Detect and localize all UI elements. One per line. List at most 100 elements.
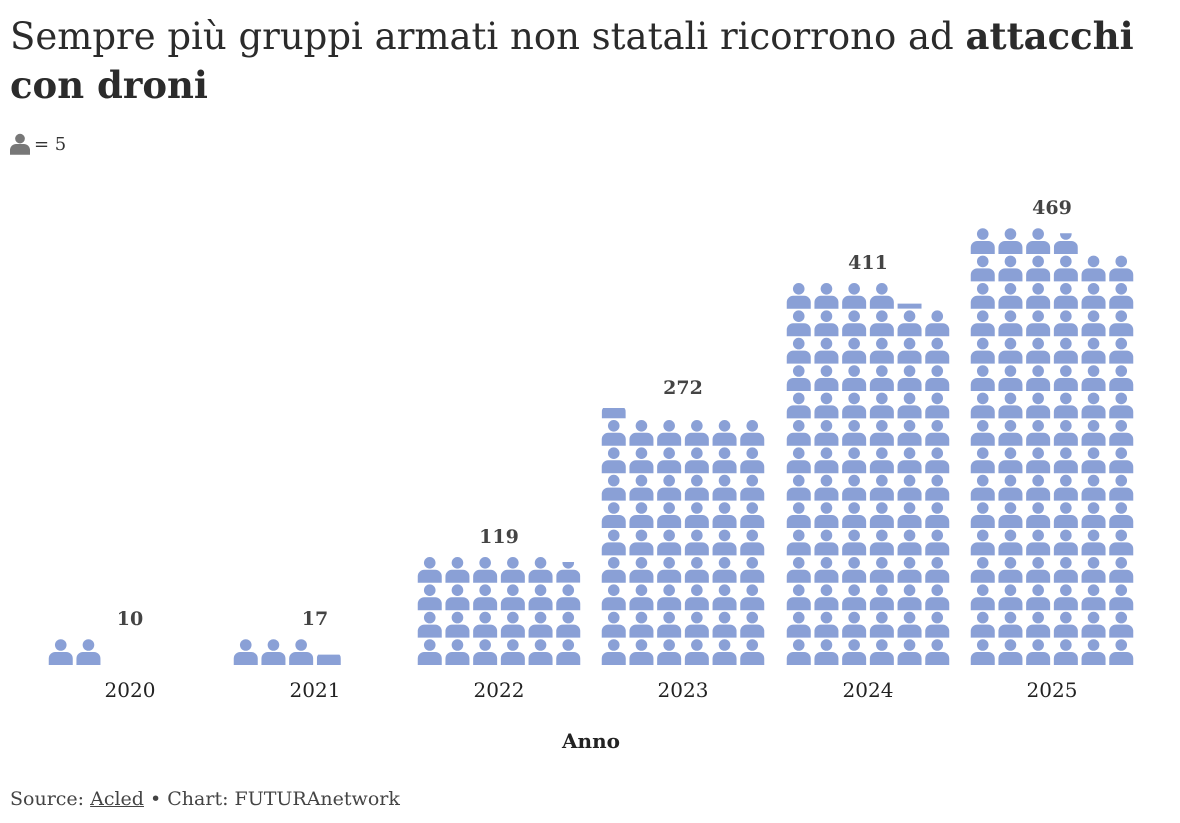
bar-2023 — [601, 407, 765, 665]
person-icon — [842, 529, 867, 556]
x-tick-label: 2024 — [843, 678, 894, 702]
person-icon — [842, 420, 867, 446]
x-tick-label: 2022 — [474, 678, 525, 702]
x-tick-label: 2021 — [290, 678, 341, 702]
person-icon — [998, 529, 1023, 556]
person-icon — [897, 392, 922, 419]
person-icon — [869, 611, 894, 638]
person-icon — [970, 283, 995, 309]
footer: Source: Acled • Chart: FUTURAnetwork — [10, 788, 400, 810]
person-icon — [445, 557, 470, 583]
person-icon — [786, 529, 811, 556]
person-icon — [814, 283, 839, 309]
person-icon — [970, 474, 995, 501]
isotype-chart: 10 2020 17 2021 119 2022 272 2023 411 2024 469 2025… — [48, 197, 1134, 753]
person-icon — [925, 337, 950, 364]
value-label: 272 — [663, 377, 703, 399]
x-axis-title: Anno — [561, 729, 620, 753]
person-icon — [1026, 529, 1051, 556]
person-icon — [445, 584, 470, 611]
person-icon — [1081, 310, 1106, 337]
source-prefix: Source: — [10, 788, 91, 810]
person-icon — [1053, 584, 1078, 611]
person-icon — [1109, 365, 1134, 391]
person-icon — [233, 639, 258, 665]
person-icon — [998, 639, 1023, 665]
person-icon — [814, 392, 839, 419]
person-icon — [740, 611, 765, 638]
chart-title: Sempre più gruppi armati non statali ric… — [10, 12, 1170, 110]
person-icon — [970, 557, 995, 583]
person-icon — [500, 639, 525, 665]
person-icon — [629, 420, 654, 446]
value-label: 17 — [302, 608, 328, 630]
person-icon — [842, 310, 867, 337]
person-icon — [869, 584, 894, 611]
person-icon — [786, 310, 811, 337]
person-icon — [1081, 392, 1106, 419]
person-icon — [500, 584, 525, 611]
person-icon — [740, 502, 765, 528]
person-icon — [657, 557, 682, 583]
person-icon — [1081, 611, 1106, 638]
person-icon — [897, 303, 922, 309]
person-icon — [786, 447, 811, 474]
person-icon — [1053, 233, 1078, 254]
person-icon — [712, 639, 737, 665]
person-icon — [869, 310, 894, 337]
person-icon — [814, 611, 839, 638]
person-icon — [814, 420, 839, 446]
person-icon — [712, 502, 737, 528]
person-icon — [1053, 392, 1078, 419]
person-icon — [842, 611, 867, 638]
person-icon — [556, 639, 581, 665]
person-icon — [712, 529, 737, 556]
person-icon — [786, 557, 811, 583]
value-label: 469 — [1032, 197, 1072, 219]
bar-2025 — [970, 228, 1134, 665]
person-icon — [1026, 283, 1051, 309]
person-icon — [1053, 283, 1078, 309]
person-icon — [417, 557, 442, 583]
person-icon — [684, 447, 709, 474]
person-icon — [684, 502, 709, 528]
person-icon — [842, 337, 867, 364]
person-icon — [814, 337, 839, 364]
person-icon — [712, 474, 737, 501]
person-icon — [1053, 502, 1078, 528]
person-icon — [1026, 639, 1051, 665]
person-icon — [1026, 502, 1051, 528]
person-icon — [970, 420, 995, 446]
person-icon — [417, 611, 442, 638]
person-icon — [1109, 584, 1134, 611]
person-icon — [786, 392, 811, 419]
person-icon — [998, 611, 1023, 638]
source-link[interactable]: Acled — [90, 788, 144, 810]
person-icon — [925, 447, 950, 474]
chart-title-bold: attacchi con droni — [10, 14, 1134, 107]
person-icon — [740, 447, 765, 474]
person-icon — [869, 557, 894, 583]
person-icon — [1053, 557, 1078, 583]
person-icon — [925, 474, 950, 501]
person-icon — [869, 529, 894, 556]
person-icon — [629, 474, 654, 501]
person-icon — [473, 557, 498, 583]
person-icon — [897, 584, 922, 611]
person-icon — [869, 502, 894, 528]
person-icon — [1081, 502, 1106, 528]
person-icon — [1026, 392, 1051, 419]
person-icon — [970, 502, 995, 528]
person-icon — [445, 611, 470, 638]
person-icon — [1026, 228, 1051, 254]
bar-2022 — [417, 557, 581, 665]
person-icon — [1081, 420, 1106, 446]
person-icon — [897, 420, 922, 446]
person-icon — [998, 283, 1023, 309]
person-icon — [970, 228, 995, 254]
person-icon — [897, 557, 922, 583]
person-icon — [500, 557, 525, 583]
person-icon — [897, 611, 922, 638]
person-icon — [1109, 502, 1134, 528]
person-icon — [970, 337, 995, 364]
